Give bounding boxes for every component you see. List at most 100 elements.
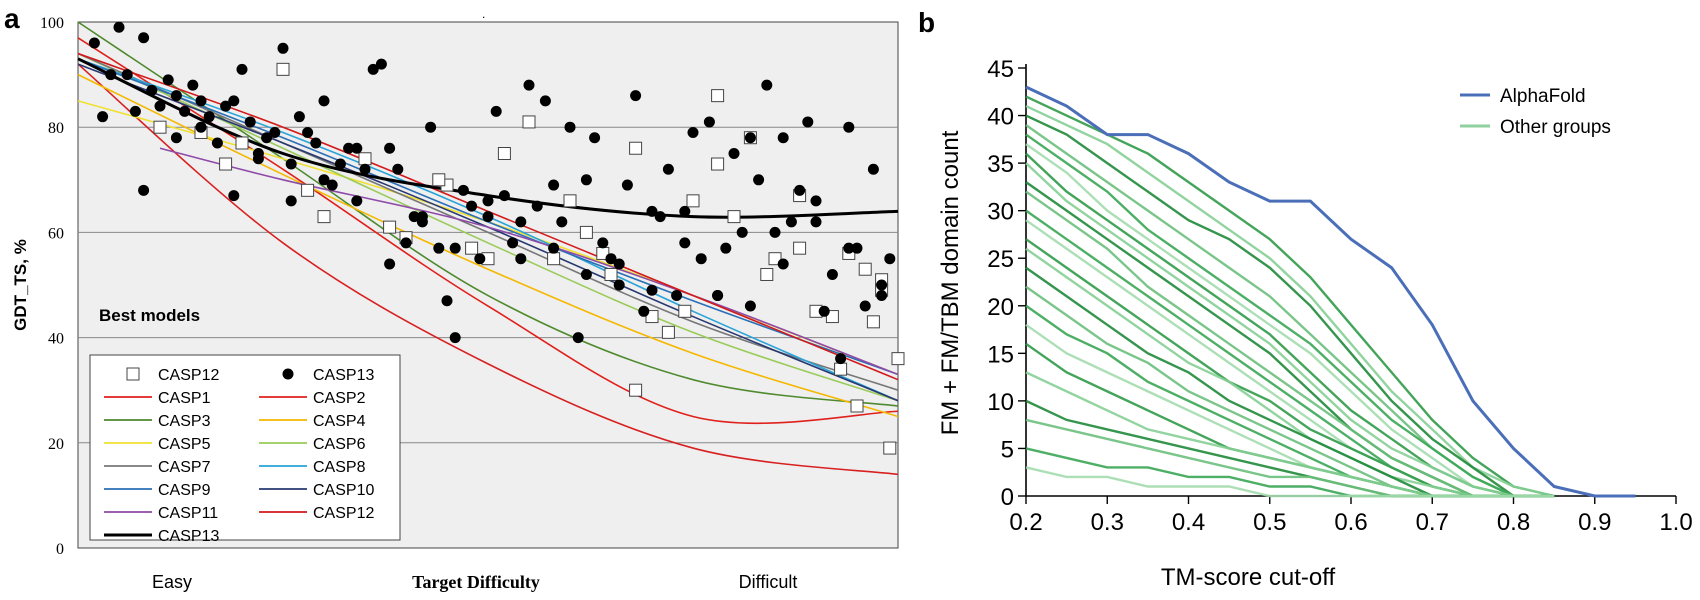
a-point-casp13 xyxy=(203,111,215,123)
a-x-tick-label: Difficult xyxy=(739,572,798,592)
a-point-casp13 xyxy=(195,95,207,107)
b-legend-label: Other groups xyxy=(1500,117,1611,138)
a-point-casp13 xyxy=(884,253,896,265)
a-point-casp12 xyxy=(793,241,807,255)
a-point-casp13 xyxy=(343,142,355,154)
a-x-tick-labels: Easy Target Difficulty Difficult xyxy=(152,572,797,592)
a-point-casp13 xyxy=(851,242,863,254)
b-x-tick-label: 0.8 xyxy=(1497,509,1530,536)
a-point-casp12 xyxy=(432,173,446,187)
a-point-casp13 xyxy=(310,137,322,149)
a-point-casp13 xyxy=(605,253,617,265)
a-point-casp13 xyxy=(425,121,437,133)
a-point-casp13 xyxy=(728,148,740,159)
a-point-casp12 xyxy=(645,310,659,324)
a-point-casp13 xyxy=(211,137,223,149)
a-legend-box xyxy=(89,354,401,541)
b-x-tick-label: 0.6 xyxy=(1334,509,1367,536)
a-point-casp13 xyxy=(113,21,125,33)
a-point-casp13 xyxy=(384,258,396,270)
b-y-tick-label: 5 xyxy=(1001,436,1014,463)
a-point-casp13 xyxy=(146,84,158,96)
a-legend-label: CASP12 xyxy=(158,367,219,384)
a-legend-label: CASP13 xyxy=(313,367,374,384)
a-point-casp13 xyxy=(408,211,420,223)
a-point-casp13 xyxy=(482,195,494,207)
a-point-casp13 xyxy=(720,242,732,254)
a-point-casp12 xyxy=(866,315,880,329)
a-point-casp13 xyxy=(621,179,633,191)
a-point-casp13 xyxy=(802,116,814,128)
a-point-casp12 xyxy=(358,152,372,166)
a-point-casp13 xyxy=(646,205,658,217)
a-point-casp12 xyxy=(850,399,864,413)
a-point-casp13 xyxy=(613,279,625,291)
a-point-casp13 xyxy=(457,184,469,196)
a-point-casp13 xyxy=(703,116,715,128)
a-point-casp13 xyxy=(392,163,404,175)
a-point-casp13 xyxy=(187,79,199,91)
a-point-casp13 xyxy=(580,174,592,186)
a-point-casp13 xyxy=(646,284,658,296)
a-point-casp13 xyxy=(318,95,330,107)
a-point-casp13 xyxy=(351,142,363,154)
a-point-casp13 xyxy=(88,37,100,49)
b-x-tick-label: 0.3 xyxy=(1091,509,1124,536)
b-line-alphafold xyxy=(1025,85,1636,498)
b-y-tick-label: 15 xyxy=(987,341,1014,368)
a-point-casp12 xyxy=(727,210,741,224)
a-point-casp13 xyxy=(359,163,371,175)
a-annotation-best-models: Best models xyxy=(99,306,200,325)
a-legend-marker xyxy=(126,367,140,381)
a-point-casp12 xyxy=(858,262,872,276)
b-line-other-group xyxy=(1025,247,1555,498)
b-y-tick-label: 25 xyxy=(987,246,1014,273)
a-point-casp13 xyxy=(244,116,256,128)
a-point-casp13 xyxy=(736,226,748,238)
a-legend-label: CASP4 xyxy=(313,413,366,430)
a-point-casp12 xyxy=(522,115,536,129)
a-point-casp12 xyxy=(825,310,839,324)
a-point-casp12 xyxy=(317,210,331,224)
a-point-casp12 xyxy=(760,267,774,281)
a-point-casp12 xyxy=(711,89,725,103)
a-point-casp12 xyxy=(629,383,643,397)
b-y-tick-label: 10 xyxy=(987,389,1014,416)
a-legend-label: CASP8 xyxy=(313,459,366,476)
a-legend-label: CASP13 xyxy=(158,528,219,545)
a-point-casp13 xyxy=(441,295,453,307)
a-legend-label: CASP5 xyxy=(158,436,211,453)
a-point-casp12 xyxy=(834,362,848,376)
a-point-casp13 xyxy=(613,258,625,270)
a-point-casp13 xyxy=(228,95,240,107)
a-legend-label: CASP10 xyxy=(313,482,374,499)
a-point-casp13 xyxy=(580,268,592,280)
b-y-axis-label: FM + FM/TBM domain count xyxy=(937,130,964,435)
b-line-other-group xyxy=(1025,104,1555,498)
a-point-casp13 xyxy=(712,290,724,302)
b-line-other-group xyxy=(1025,190,1555,498)
a-point-casp13 xyxy=(351,195,363,207)
a-point-casp13 xyxy=(277,42,289,54)
a-point-casp12 xyxy=(768,252,782,266)
b-y-tick-label: 45 xyxy=(987,56,1014,83)
a-y-axis-label: GDT_TS, % xyxy=(11,239,30,331)
a-point-casp13 xyxy=(769,226,781,238)
a-point-casp13 xyxy=(810,195,822,207)
a-point-casp13 xyxy=(785,216,797,228)
a-point-casp13 xyxy=(531,200,543,212)
a-point-casp13 xyxy=(318,174,330,186)
b-axes: 0 5 10 15 20 25 30 35 40 45 0.2 0.3 0.4 0.5 0.6 0.7 0.8 0… xyxy=(987,56,1692,536)
a-y-tick-label: 20 xyxy=(48,436,64,453)
b-line-other-group xyxy=(1025,219,1555,498)
b-x-tick-label: 0.7 xyxy=(1416,509,1449,536)
a-point-casp13 xyxy=(367,63,379,75)
a-point-casp12 xyxy=(465,241,479,255)
a-point-casp13 xyxy=(876,290,888,302)
a-point-casp13 xyxy=(433,242,445,254)
b-y-tick-label: 40 xyxy=(987,104,1014,131)
a-point-casp12 xyxy=(153,120,167,134)
a-point-casp13 xyxy=(679,237,691,249)
a-legend-marker xyxy=(282,368,294,380)
